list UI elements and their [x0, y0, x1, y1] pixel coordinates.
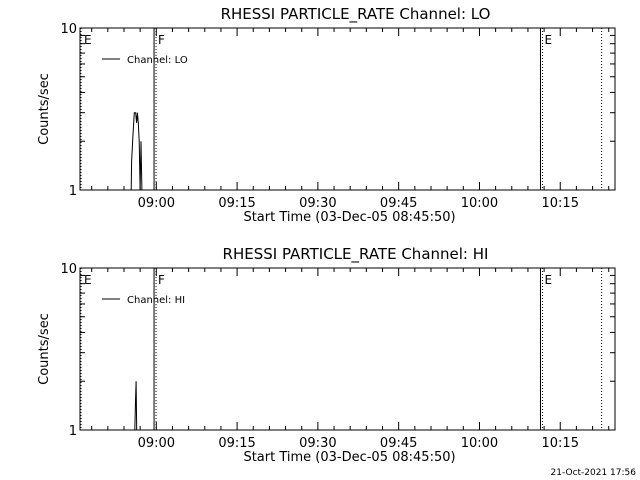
- x-tick-label: 09:45: [380, 196, 417, 211]
- x-tick-label: 09:30: [299, 436, 336, 451]
- y-tick-label: 1: [69, 424, 77, 439]
- chart-title: RHESSI PARTICLE_RATE Channel: LO: [221, 5, 491, 24]
- x-tick-label: 09:30: [299, 196, 336, 211]
- x-axis-label: Start Time (03-Dec-05 08:45:50): [243, 210, 455, 225]
- y-tick-label: 1: [69, 184, 77, 199]
- x-tick-label: 10:00: [461, 196, 498, 211]
- marker-label: E: [84, 273, 92, 287]
- legend-label: Channel: HI: [127, 295, 185, 306]
- chart-panel-2: RHESSI PARTICLE_RATE Channel: HI 09:00 09:…: [37, 245, 616, 465]
- y-tick-label: 10: [60, 262, 77, 277]
- x-axis-label: Start Time (03-Dec-05 08:45:50): [243, 450, 455, 465]
- x-tick-label: 10:15: [542, 436, 579, 451]
- x-tick-label: 10:00: [461, 436, 498, 451]
- marker-label: E: [544, 33, 552, 47]
- series-line: [130, 112, 143, 191]
- legend-label: Channel: LO: [127, 55, 188, 66]
- x-tick-label: 09:15: [218, 196, 255, 211]
- x-tick-label: 09:15: [218, 436, 255, 451]
- y-axis-label: Counts/sec: [37, 73, 52, 145]
- chart-title: RHESSI PARTICLE_RATE Channel: HI: [223, 245, 489, 264]
- marker-label: E: [84, 33, 92, 47]
- marker-label: E: [544, 273, 552, 287]
- plot-frame: [79, 27, 616, 191]
- y-tick-label: 10: [60, 22, 77, 37]
- x-tick-label: 09:00: [138, 196, 175, 211]
- timestamp: 21-Oct-2021 17:56: [550, 468, 636, 478]
- marker-label: F: [158, 273, 165, 287]
- x-tick-label: 09:45: [380, 436, 417, 451]
- y-axis-label: Counts/sec: [37, 313, 52, 385]
- marker-label: F: [158, 33, 165, 47]
- x-tick-label: 09:00: [138, 436, 175, 451]
- plot-frame: [79, 267, 616, 431]
- chart-panel-1: RHESSI PARTICLE_RATE Channel: LO 09:00 09:…: [37, 5, 616, 225]
- series-line: [134, 381, 138, 431]
- x-tick-label: 10:15: [542, 196, 579, 211]
